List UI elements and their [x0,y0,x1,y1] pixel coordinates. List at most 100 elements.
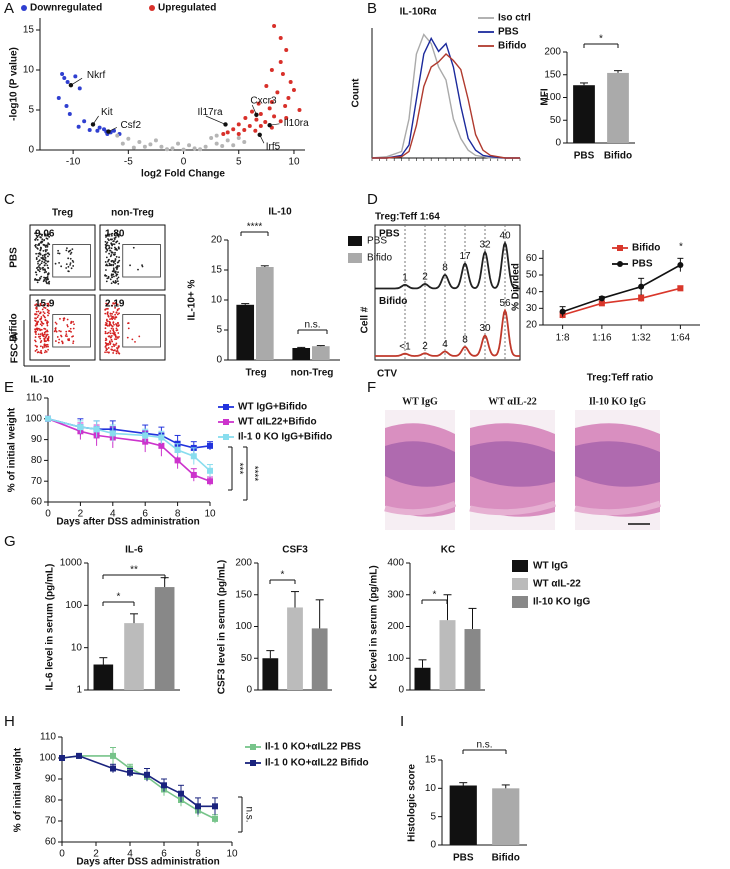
significance-label: * [281,570,285,581]
tissue-layer [385,441,455,487]
event-dot [116,240,119,243]
event-dot [109,330,112,332]
event-dot [112,268,115,271]
event-dot [115,311,118,314]
data-point [65,80,70,84]
significance-label: * [433,590,437,601]
x-tick-label: 2 [78,509,84,520]
data-point [677,285,684,292]
event-dot [129,264,131,267]
peak-label: 8 [462,335,468,346]
event-dot [111,304,113,307]
data-point [231,127,236,132]
data-point [258,112,263,116]
event-dot [116,336,118,338]
legend-swatch [512,596,528,608]
event-dot [36,247,39,250]
data-point [253,128,258,133]
event-dot [46,244,49,246]
event-dot [43,335,45,338]
event-dot [37,310,40,313]
event-dot [46,238,49,240]
panel-letter: I [400,713,404,730]
data-point [77,86,82,91]
x-tick-label: -10 [66,157,81,168]
x-tick-label: 10 [288,157,300,168]
event-dot [46,329,49,332]
event-dot [55,330,58,333]
data-point [161,782,167,789]
data-point [142,144,147,149]
data-point [212,815,218,822]
event-dot [65,330,68,333]
peak-label: 8 [442,262,448,273]
x-tick-label: 8 [195,849,201,860]
event-dot [118,234,121,236]
data-point [93,426,100,433]
event-dot [65,263,68,266]
data-point [115,133,120,138]
data-point [111,128,116,133]
data-point [76,124,81,129]
event-dot [37,265,40,267]
event-dot [105,264,107,267]
series-line [372,36,520,159]
event-dot [43,258,46,261]
data-point [170,146,175,151]
event-dot [112,311,115,313]
event-dot [46,308,49,311]
event-dot [39,318,42,321]
row-label: PBS [9,247,20,268]
bar [464,629,481,690]
event-dot [112,330,115,333]
event-dot [46,339,49,342]
series-line [61,755,216,820]
data-point [126,136,131,141]
annotation-label: Il17ra [198,107,223,118]
event-dot [40,275,43,278]
event-dot [117,235,120,238]
event-dot [42,311,45,313]
event-dot [114,313,117,316]
y-tick-label: 110 [26,393,42,404]
y-axis-label: IL-6 level in serum (pg/mL) [45,564,56,691]
data-point [638,283,645,290]
plot-frame [374,224,521,361]
event-dot [105,322,107,324]
panel-letter: G [4,533,16,550]
y-axis-label: FSC-A [10,333,21,364]
event-dot [105,308,108,310]
event-dot [45,345,48,348]
legend-label: Il-10 KO IgG [533,597,590,608]
y-axis-label: CSF3 level in serum (pg/mL) [217,560,228,694]
tissue-layer [470,441,555,487]
event-dot [34,324,37,327]
event-dot [109,332,112,335]
peak-label: 17 [459,251,471,262]
event-dot [106,351,108,354]
event-dot [36,345,38,348]
event-dot [67,270,70,273]
legend-label: Downregulated [30,3,102,14]
legend-label: WT αIL-22 [533,579,581,590]
y-tick-label: 20 [211,235,223,246]
tissue-layer [575,441,660,487]
event-dot [106,318,108,321]
event-dot [46,282,48,285]
data-point [223,434,229,440]
event-dot [114,306,116,309]
event-dot [39,249,42,252]
event-dot [44,249,47,251]
panel-letter: H [4,713,15,730]
event-dot [116,329,119,331]
data-point [142,432,149,439]
y-tick-label: 50 [526,270,538,281]
event-dot [115,352,118,355]
event-dot [37,314,40,317]
event-dot [70,267,73,270]
event-dot [116,265,119,268]
event-dot [104,342,107,344]
significance-label: * [679,242,683,253]
event-dot [35,310,38,313]
event-dot [113,323,115,326]
